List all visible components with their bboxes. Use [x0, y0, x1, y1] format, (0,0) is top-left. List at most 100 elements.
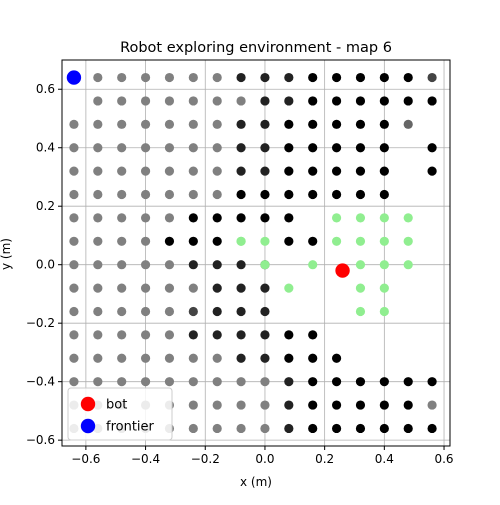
map-cell: [212, 189, 222, 200]
map-cell: [331, 423, 342, 434]
map-cell: [284, 72, 294, 83]
map-cell: [308, 353, 318, 363]
map-cell: [188, 377, 198, 387]
map-cell: [331, 72, 342, 83]
map-cell: [284, 166, 294, 176]
map-cell: [212, 353, 222, 363]
map-cell: [164, 306, 175, 317]
frontier-legend-marker: [80, 418, 96, 434]
x-tick-label: 0.4: [375, 452, 394, 466]
map-cell: [355, 189, 366, 200]
map-cell: [117, 189, 127, 200]
bot-legend-marker: [80, 396, 96, 412]
map-cell: [308, 400, 318, 410]
map-cell: [140, 143, 151, 153]
map-cell: [188, 236, 198, 246]
map-cell: [164, 377, 175, 387]
map-cell: [140, 260, 151, 270]
free-cell: [403, 213, 413, 223]
map-cell: [140, 189, 151, 200]
map-cell: [403, 400, 413, 410]
map-cell: [260, 306, 270, 317]
map-cell: [188, 306, 198, 317]
axes-frame: [61, 59, 451, 447]
map-cell: [117, 236, 127, 246]
map-cell: [236, 96, 246, 106]
map-cell: [212, 96, 222, 106]
map-cell: [164, 330, 175, 340]
map-cell: [260, 400, 270, 410]
map-cell: [117, 330, 127, 340]
map-cell: [379, 96, 389, 106]
map-cell: [164, 119, 175, 129]
map-cell: [331, 353, 342, 363]
map-cell: [188, 330, 198, 340]
map-cell: [331, 166, 342, 176]
map-cell: [164, 283, 175, 293]
map-cell: [212, 330, 222, 340]
map-cell: [284, 423, 294, 434]
map-cell: [117, 306, 127, 317]
map-cell: [236, 423, 246, 434]
map-cell: [260, 213, 270, 223]
free-cell: [355, 283, 366, 293]
free-cell: [379, 283, 389, 293]
x-tick-label: 0.2: [315, 452, 334, 466]
map-cell: [284, 96, 294, 106]
map-cell: [188, 283, 198, 293]
map-cell: [140, 119, 151, 129]
map-cell: [236, 306, 246, 317]
map-cell: [140, 213, 151, 223]
map-cell: [93, 143, 103, 153]
map-cell: [379, 119, 389, 129]
map-cell: [93, 166, 103, 176]
x-tick-label: −0.2: [191, 452, 220, 466]
x-tick-label: 0.6: [434, 452, 453, 466]
map-cell: [188, 143, 198, 153]
map-cell: [117, 96, 127, 106]
map-cell: [69, 166, 79, 176]
map-cell: [236, 377, 246, 387]
map-cell: [379, 189, 389, 200]
map-cell: [117, 119, 127, 129]
map-cell: [117, 166, 127, 176]
map-cell: [164, 143, 175, 153]
map-cell: [212, 377, 222, 387]
map-cell: [164, 260, 175, 270]
map-cell: [188, 166, 198, 176]
map-cell: [212, 166, 222, 176]
map-cell: [212, 213, 222, 223]
map-cell: [236, 260, 246, 270]
free-cell: [379, 306, 389, 317]
map-cell: [427, 423, 437, 434]
map-cell: [260, 236, 270, 246]
map-cell: [260, 353, 270, 363]
map-cell: [260, 330, 270, 340]
free-cell: [379, 236, 389, 246]
map-cell: [164, 189, 175, 200]
map-cell: [284, 377, 294, 387]
map-cell: [260, 377, 270, 387]
map-cell: [308, 119, 318, 129]
map-cell: [427, 96, 437, 106]
map-cell: [140, 353, 151, 363]
map-cell: [331, 143, 342, 153]
map-cell: [331, 96, 342, 106]
map-cell: [355, 400, 366, 410]
map-cell: [260, 72, 270, 83]
map-cell: [69, 306, 79, 317]
map-cell: [164, 72, 175, 83]
map-cell: [260, 96, 270, 106]
map-cell: [93, 213, 103, 223]
map-cell: [236, 400, 246, 410]
map-cell: [93, 330, 103, 340]
map-cell: [308, 143, 318, 153]
map-cell: [93, 96, 103, 106]
map-cell: [236, 189, 246, 200]
map-cell: [212, 236, 222, 246]
map-cell: [331, 377, 342, 387]
map-cell: [403, 72, 413, 83]
map-cell: [427, 72, 437, 83]
map-cell: [284, 213, 294, 223]
map-cell: [355, 423, 366, 434]
